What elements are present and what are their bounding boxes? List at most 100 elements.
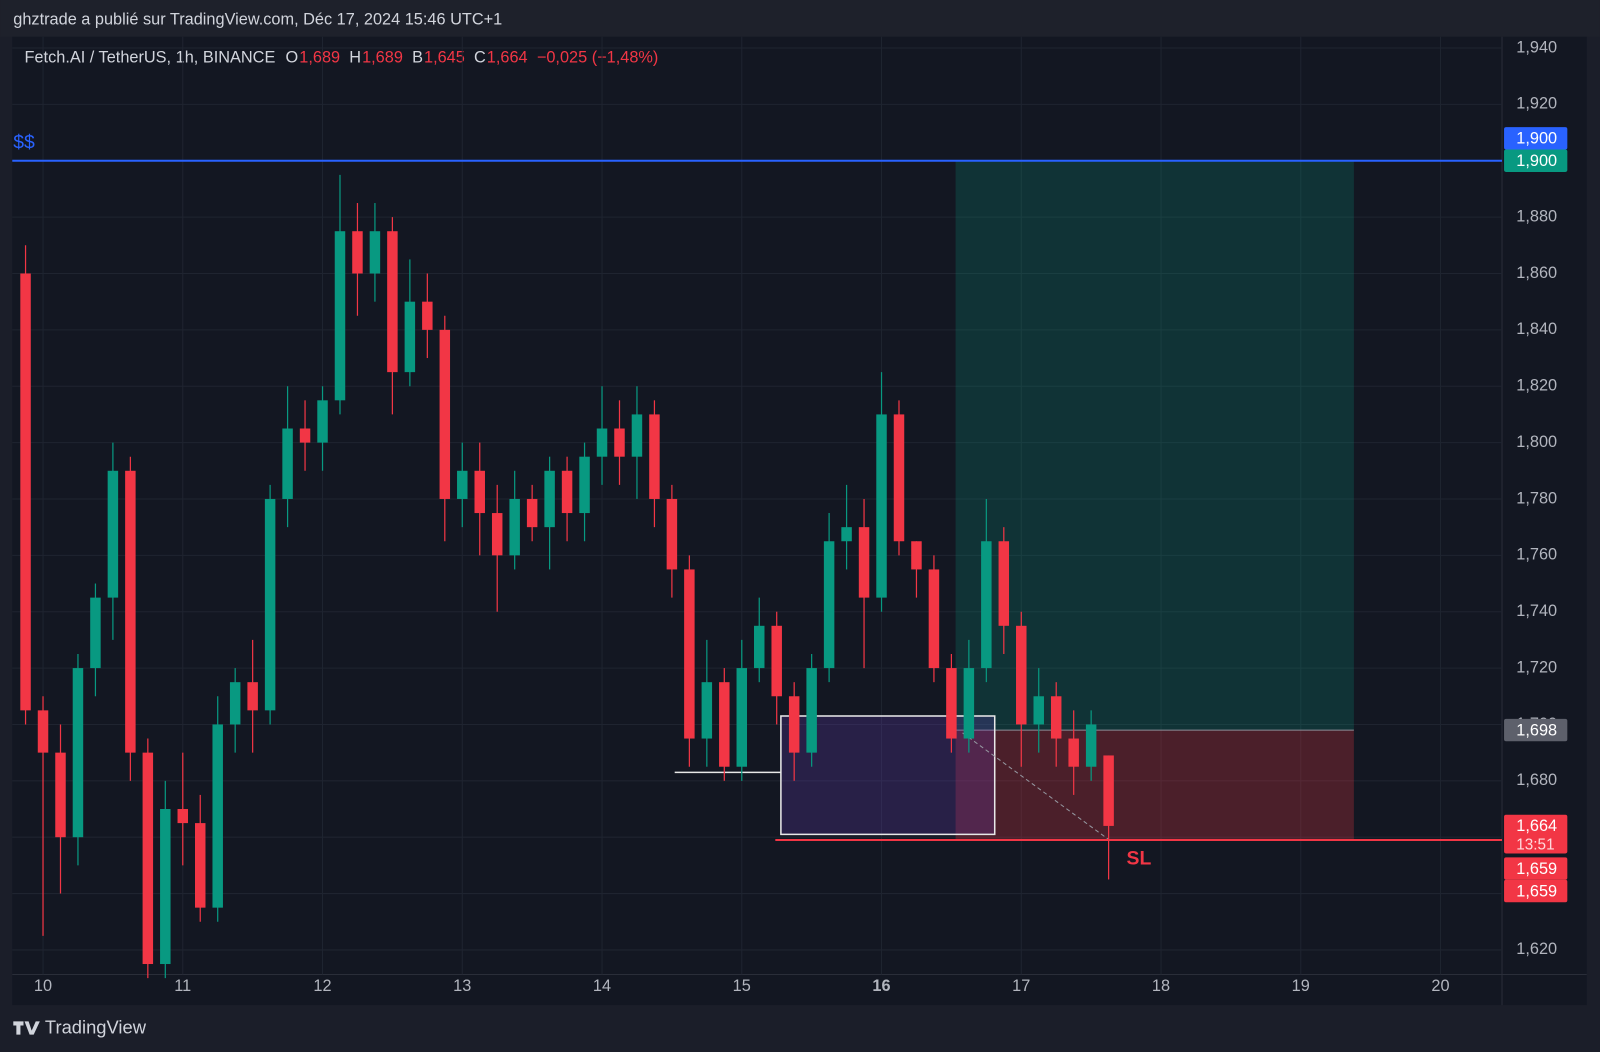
- ohlc-key: C: [474, 48, 486, 66]
- price-label: 1,659: [1516, 882, 1557, 900]
- y-tick-label: 1,840: [1516, 320, 1557, 338]
- y-tick-label: 1,680: [1516, 771, 1557, 789]
- axes: 1,6201,6401,6601,6801,7001,7201,7401,760…: [34, 38, 1568, 995]
- candle-body: [823, 541, 835, 669]
- candle-body: [491, 513, 503, 556]
- candle-body: [754, 625, 765, 669]
- candle-body: [107, 470, 119, 598]
- x-tick-label: 18: [1152, 977, 1170, 995]
- price-label: 1,659: [1516, 860, 1557, 878]
- candle-body: [334, 231, 346, 401]
- candle-body: [160, 809, 171, 965]
- candle-body: [911, 541, 922, 570]
- candle-body: [125, 470, 136, 753]
- ohlc-value: 1,664: [487, 48, 528, 66]
- price-label-box: [1504, 127, 1568, 150]
- candle-body: [299, 428, 311, 443]
- candle-body: [282, 428, 293, 499]
- top-bar: [0, 0, 1600, 37]
- ohlc-key: O: [286, 48, 299, 66]
- price-label: 1,900: [1516, 152, 1557, 170]
- candle-body: [142, 752, 154, 965]
- candle-body: [858, 527, 870, 598]
- change: −0,025 (−1,48%): [537, 48, 659, 66]
- candle-body: [963, 668, 975, 739]
- candle-body: [422, 301, 433, 330]
- candle-body: [37, 710, 49, 753]
- price-label-box: [1504, 879, 1568, 903]
- candle-body: [1068, 738, 1079, 767]
- candle-body: [561, 470, 573, 514]
- ohlc-value: 1,689: [299, 48, 340, 66]
- candle-body: [893, 414, 905, 542]
- candle-body: [596, 428, 608, 457]
- price-label: 1,900: [1516, 130, 1557, 148]
- brand-logo: [13, 1021, 40, 1035]
- y-tick-label: 1,940: [1516, 38, 1557, 56]
- y-tick-label: 1,820: [1516, 377, 1557, 395]
- ohlc-key: B: [412, 48, 423, 66]
- candle-body: [439, 329, 451, 499]
- y-tick-label: 1,860: [1516, 264, 1557, 282]
- price-label: 1,664: [1516, 817, 1557, 835]
- y-tick-label: 1,760: [1516, 546, 1557, 564]
- candle-body: [579, 456, 590, 514]
- candle-body: [631, 414, 643, 457]
- candle-body: [369, 231, 381, 274]
- y-tick-label: 1,780: [1516, 489, 1557, 507]
- x-tick-label: 15: [733, 977, 751, 995]
- candle-body: [736, 668, 748, 767]
- level-label: $$: [13, 132, 35, 154]
- price-label-box: [1504, 814, 1568, 854]
- candle-body: [387, 231, 398, 373]
- target-zone: [955, 160, 1354, 731]
- candle-body: [90, 597, 101, 669]
- candle-body: [614, 428, 625, 457]
- brand: TradingView: [45, 1016, 147, 1037]
- ohlc-key: H: [349, 48, 361, 66]
- publisher: ghztrade a publié sur TradingView.com, D…: [13, 11, 502, 29]
- y-tick-label: 1,720: [1516, 658, 1557, 676]
- footer: TradingView: [13, 1016, 147, 1037]
- candle-body: [474, 470, 485, 514]
- price-label-box: [1504, 149, 1568, 172]
- candle-body: [1103, 755, 1114, 826]
- x-tick-label: 16: [872, 977, 890, 995]
- candle-body: [457, 470, 468, 499]
- y-tick-label: 1,740: [1516, 602, 1557, 620]
- x-tick-label: 20: [1431, 977, 1449, 995]
- candle-body: [526, 498, 538, 528]
- candle-body: [771, 625, 782, 697]
- candle-body: [841, 527, 852, 542]
- candle-body: [666, 498, 678, 570]
- candle-body: [404, 301, 416, 373]
- candle-body: [1033, 696, 1044, 725]
- candle-body: [247, 682, 258, 711]
- x-tick-label: 13: [453, 977, 471, 995]
- candle-body: [1050, 696, 1062, 739]
- stop-zone: [955, 730, 1354, 841]
- ohlc-value: 1,645: [424, 48, 465, 66]
- x-tick-label: 14: [593, 977, 611, 995]
- y-tick-label: 1,880: [1516, 207, 1557, 225]
- ohlc-value: 1,689: [362, 48, 403, 66]
- price-countdown: 13:51: [1516, 836, 1554, 853]
- candle-body: [264, 498, 276, 711]
- candle-body: [212, 724, 223, 908]
- grid: [12, 36, 1503, 975]
- price-label: 1,698: [1516, 721, 1557, 739]
- y-tick-label: 1,620: [1516, 940, 1557, 958]
- candle-body: [649, 414, 660, 499]
- candle-body: [55, 752, 66, 838]
- candle-body: [946, 668, 957, 739]
- legend: Fetch.AI / TetherUS, 1h, BINANCE O 1,689 H 1…: [25, 48, 659, 66]
- x-tick-label: 19: [1292, 977, 1310, 995]
- x-tick-label: 12: [313, 977, 331, 995]
- candle-body: [72, 668, 84, 838]
- candle-body: [788, 696, 800, 753]
- x-tick-label: 11: [174, 977, 191, 995]
- y-tick-label: 1,800: [1516, 433, 1557, 451]
- candle-body: [806, 668, 817, 753]
